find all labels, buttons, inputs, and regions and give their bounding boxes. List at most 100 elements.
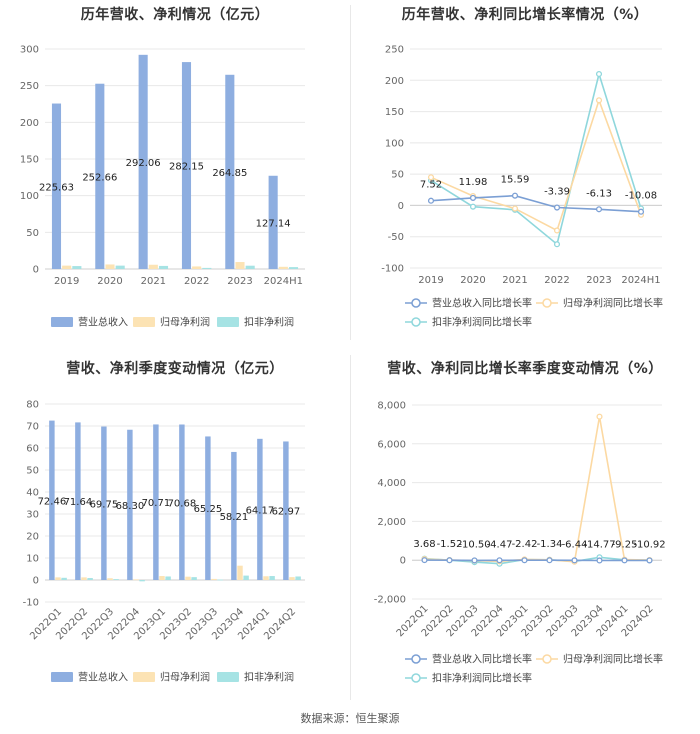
bar <box>148 264 158 269</box>
annual-bar-chart-svg: 0 50 100 150 200 250 300 2019 2020 2021 2022 2023 20… <box>20 45 305 329</box>
data-point <box>553 204 561 211</box>
bar <box>217 579 223 581</box>
bar <box>202 267 212 269</box>
y-tick-label: 30 <box>26 510 39 521</box>
data-label: 64.17 <box>246 505 275 516</box>
y-tick-label: 100 <box>20 191 39 202</box>
data-label: 11.98 <box>459 177 488 188</box>
bar <box>115 265 125 269</box>
data-label: -10.08 <box>625 191 657 202</box>
data-label: 69.75 <box>90 499 119 510</box>
y-tick-label: 150 <box>385 107 404 118</box>
y-tick-label: 8,000 <box>377 401 406 412</box>
bar <box>95 83 105 269</box>
data-label: -3.39 <box>544 187 570 198</box>
data-label: 7.52 <box>420 180 442 191</box>
x-tick-label: 2023 <box>586 275 611 286</box>
series-line <box>430 194 642 213</box>
y-tick-label: 0 <box>33 576 39 587</box>
y-tick-label: 20 <box>26 532 39 543</box>
data-label: 62.97 <box>272 507 301 518</box>
bar <box>55 577 61 580</box>
legend-label: 归母净利润 <box>160 671 210 684</box>
bar <box>295 576 301 580</box>
data-point <box>496 557 503 564</box>
y-tick-label: 50 <box>26 466 39 477</box>
bar <box>288 267 299 269</box>
legend-label: 扣非净利润 <box>244 671 294 684</box>
legend-swatch <box>51 317 73 327</box>
legend-swatch <box>217 317 239 327</box>
data-point <box>427 174 435 181</box>
panel-divider-bottom <box>350 355 351 700</box>
chart-title: 营收、净利季度变动情况（亿元） <box>66 361 284 377</box>
y-tick-label: 150 <box>20 155 39 166</box>
bar <box>61 577 67 580</box>
quarterly-line-chart-svg: -2,00002,0004,0006,0008,0002022Q12022Q22… <box>374 401 666 685</box>
data-point <box>646 557 653 564</box>
y-tick-label: 250 <box>385 45 404 56</box>
quarterly-bar-chart-svg: -10010203040506070802022Q12022Q22022Q320… <box>23 400 305 684</box>
annual-growth-rate-chart: 历年营收、净利同比增长率情况（%） -100 -50 0 50 100 150 200 250… <box>350 0 700 350</box>
y-tick-label: 40 <box>26 488 39 499</box>
bar <box>165 576 171 580</box>
bar <box>192 266 202 269</box>
bar <box>181 62 192 270</box>
x-tick-label: 2020 <box>97 276 122 287</box>
y-tick-label: 250 <box>20 81 39 92</box>
data-label: 72.46 <box>38 496 67 507</box>
y-tick-label: 200 <box>20 118 39 129</box>
y-tick-label: -100 <box>381 264 404 275</box>
annual-revenue-profit-chart: 历年营收、净利情况（亿元） 0 50 100 150 200 250 300 2019 2020… <box>0 0 350 350</box>
data-label: -6.13 <box>586 188 612 199</box>
bar <box>235 262 245 269</box>
bar <box>75 422 81 580</box>
y-tick-label: 4,000 <box>377 478 406 489</box>
data-label: 70.71 <box>142 498 171 509</box>
y-tick-label: -10 <box>23 598 39 609</box>
x-tick-label: 2019 <box>54 276 79 287</box>
data-point <box>511 205 519 212</box>
panel-divider-top <box>350 5 351 340</box>
bar <box>153 424 159 580</box>
data-point <box>621 557 628 564</box>
data-point <box>596 557 603 564</box>
x-tick-label: 2021 <box>141 276 166 287</box>
bar <box>113 579 119 580</box>
bar <box>139 580 145 582</box>
bar <box>283 441 289 580</box>
data-label: 127.14 <box>256 218 291 229</box>
bar <box>179 424 185 580</box>
legend-label: 营业总收入 <box>78 316 128 329</box>
bar <box>81 577 87 580</box>
quarterly-growth-rate-chart: 营收、净利同比增长率季度变动情况（%） -2,000 0 2,000 4,000 6,0… <box>350 350 700 700</box>
legend-marker <box>542 654 552 664</box>
bar <box>49 420 55 580</box>
data-label: 264.85 <box>212 168 247 179</box>
data-point <box>521 557 528 564</box>
data-label: 70.68 <box>168 498 197 509</box>
data-label: -6.44 <box>562 539 588 550</box>
series-line <box>430 97 642 232</box>
data-point <box>511 192 519 199</box>
legend-label: 营业总收入 <box>78 671 128 684</box>
bar <box>185 576 191 580</box>
legend-label: 扣非净利润同比增长率 <box>432 672 532 685</box>
y-tick-label: -50 <box>388 232 404 243</box>
chart-title: 历年营收、净利同比增长率情况（%） <box>401 7 649 23</box>
data-point <box>571 557 578 564</box>
y-tick-label: 10 <box>26 554 39 565</box>
data-source-note: 数据来源：恒生聚源 <box>300 712 400 725</box>
annual-line-chart-svg: -100 -50 0 50 100 150 200 250 2019 2020 2021 2022 20… <box>381 45 663 329</box>
legend-label: 扣非净利润同比增长率 <box>432 316 532 329</box>
chart-title: 历年营收、净利情况（亿元） <box>80 7 270 23</box>
legend-label: 扣非净利润 <box>244 316 294 329</box>
data-label: 15.59 <box>501 175 530 186</box>
data-point <box>469 194 477 201</box>
data-label: 65.25 <box>194 504 223 515</box>
bar <box>159 576 165 580</box>
legend-label: 归母净利润同比增长率 <box>563 297 663 310</box>
y-tick-label: 70 <box>26 422 39 433</box>
bar <box>127 429 133 580</box>
bar <box>257 438 263 580</box>
